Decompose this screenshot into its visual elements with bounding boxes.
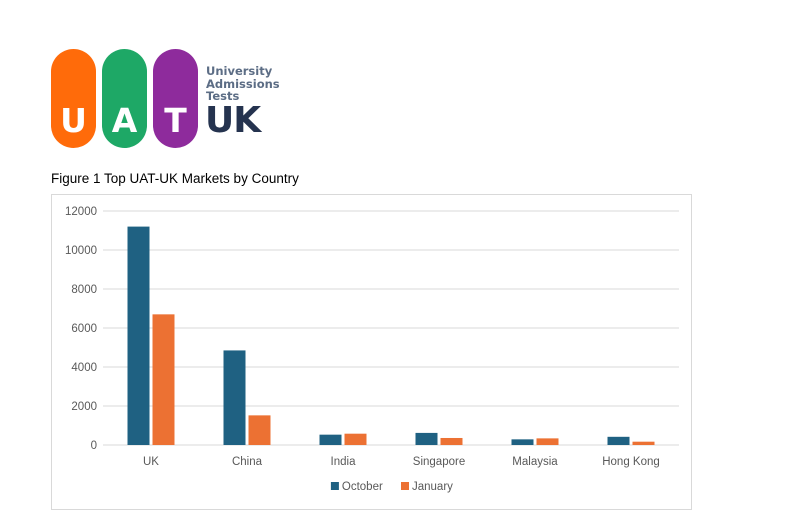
logo-letter-u: U [60, 101, 87, 140]
legend-label-october: October [342, 481, 383, 493]
y-tick-label: 6000 [71, 323, 97, 335]
bar-january [440, 437, 463, 445]
bar-january [344, 433, 367, 445]
x-tick-label: Hong Kong [602, 456, 660, 468]
logo-subtitle-line: Admissions [206, 76, 280, 91]
bar-january [632, 441, 655, 445]
logo-subtitle-line: University [206, 64, 273, 78]
x-tick-label: Malaysia [512, 456, 558, 468]
x-tick-label: India [331, 456, 357, 468]
logo-pill-t: T [153, 49, 198, 148]
bar-october [127, 226, 150, 445]
bar-january [536, 438, 559, 445]
logo-pill-a: A [102, 49, 147, 148]
legend-swatch-october [330, 482, 339, 490]
logo-letter-t: T [164, 101, 187, 140]
logo-letter-a: A [111, 101, 138, 140]
bar-october [511, 439, 534, 445]
bar-october [223, 350, 246, 445]
legend-swatch-january [401, 482, 409, 490]
x-tick-label: Singapore [413, 456, 465, 468]
logo-subtitle-line: Tests [206, 89, 240, 103]
bar-october [415, 432, 438, 445]
legend-label-january: January [412, 481, 453, 493]
bar-chart: 0 2000 4000 6000 8000 10000 12000 UK China India S… [65, 206, 679, 493]
y-tick-label: 8000 [71, 284, 97, 296]
y-tick-label: 12000 [65, 206, 97, 218]
uat-uk-logo: U A T University Admissions Tests UK [51, 49, 291, 149]
logo-pill-u: U [51, 49, 96, 148]
y-tick-label: 2000 [71, 401, 97, 413]
x-tick-label: UK [143, 456, 159, 468]
logo-subtitle: University Admissions Tests [206, 65, 280, 103]
y-tick-label: 10000 [65, 245, 97, 257]
figure-caption: Figure 1 Top UAT-UK Markets by Country [51, 171, 299, 186]
y-tick-label: 4000 [71, 362, 97, 374]
bar-january [152, 314, 175, 445]
chart-frame: 0 2000 4000 6000 8000 10000 12000 UK China India S… [51, 194, 692, 510]
y-tick-label: 0 [91, 440, 97, 452]
bar-january [248, 415, 271, 445]
bar-october [319, 434, 342, 445]
bar-october [607, 436, 630, 445]
logo-country: UK [205, 100, 261, 141]
x-tick-label: China [232, 456, 263, 468]
